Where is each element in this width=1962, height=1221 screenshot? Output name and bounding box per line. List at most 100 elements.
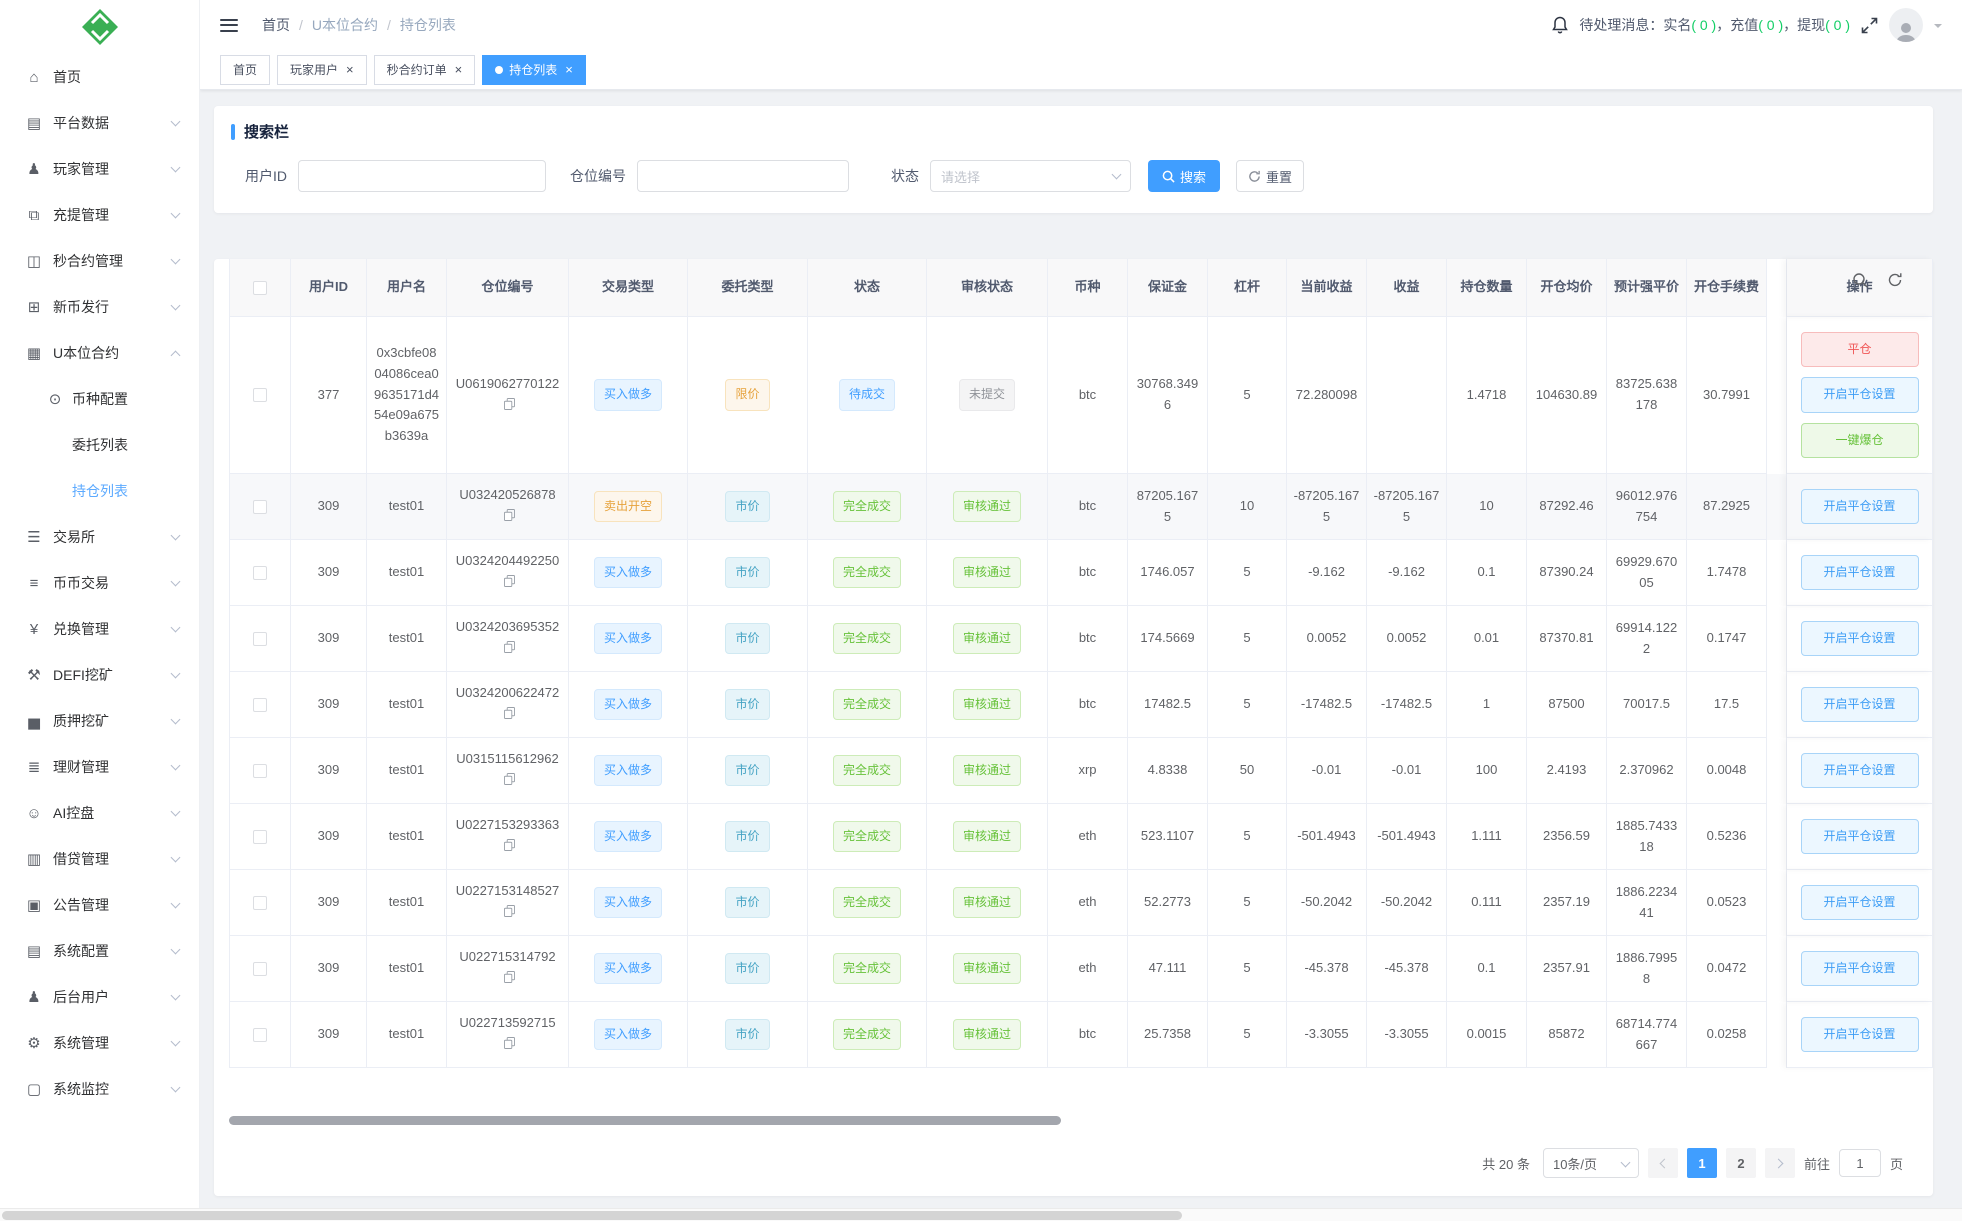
sidebar-item[interactable]: ♟ 后台用户: [0, 974, 199, 1020]
sidebar-item[interactable]: ⧉ 充提管理: [0, 192, 199, 238]
sidebar-item[interactable]: ▤ 系统配置: [0, 928, 199, 974]
sidebar-item[interactable]: ⌂ 首页: [0, 54, 199, 100]
sidebar-item[interactable]: ▣ 公告管理: [0, 882, 199, 928]
sidebar-item[interactable]: ¥ 兑换管理: [0, 606, 199, 652]
goto-page-input[interactable]: [1838, 1149, 1881, 1177]
cell-text: 0.0048: [1706, 762, 1747, 778]
row-checkbox[interactable]: [253, 697, 267, 712]
tab-玩家用户[interactable]: 玩家用户 ×: [277, 54, 367, 85]
tab-close-icon[interactable]: ×: [565, 62, 573, 77]
reset-button[interactable]: 重置: [1236, 160, 1305, 192]
cell-open: 2357.91: [1527, 936, 1607, 1002]
sidebar-item[interactable]: ▦ U本位合约: [0, 330, 199, 376]
search-button[interactable]: 搜索: [1148, 160, 1221, 192]
open-close-settings-button[interactable]: 开启平仓设置: [1800, 620, 1919, 657]
pending-messages: 待处理消息：实名( 0 )，充值( 0 )，提现( 0 ): [1579, 15, 1850, 35]
row-checkbox[interactable]: [253, 895, 267, 910]
user-id-input[interactable]: [298, 160, 546, 192]
page-button-1[interactable]: 1: [1686, 1148, 1717, 1178]
one-key-liquidate-button[interactable]: 一键爆仓: [1800, 422, 1919, 458]
sidebar-subitem[interactable]: ⊙ 币种配置: [0, 376, 199, 422]
tab-持仓列表[interactable]: 持仓列表 ×: [482, 54, 586, 85]
row-checkbox[interactable]: [253, 565, 267, 580]
cell-text: -17482.5: [1380, 696, 1433, 712]
sidebar-item[interactable]: ≣ 理财管理: [0, 744, 199, 790]
sidebar-item[interactable]: ▅ 质押挖矿: [0, 698, 199, 744]
tab-close-icon[interactable]: ×: [454, 62, 463, 77]
open-close-settings-button[interactable]: 开启平仓设置: [1800, 818, 1919, 855]
chevron-down-icon[interactable]: [1934, 24, 1942, 32]
row-checkbox[interactable]: [253, 763, 267, 778]
row-checkbox[interactable]: [253, 388, 267, 402]
copy-icon[interactable]: [503, 639, 515, 660]
copy-icon[interactable]: [503, 771, 515, 792]
copy-icon[interactable]: [503, 837, 515, 858]
column-header-label: 持仓数量: [1460, 279, 1513, 295]
cell-gap: [1767, 738, 1787, 804]
copy-icon[interactable]: [503, 1035, 515, 1056]
cell-fee: 0.0258: [1687, 1002, 1767, 1068]
status-select[interactable]: 请选择: [930, 160, 1131, 192]
cell-gap: [1767, 540, 1787, 606]
sidebar-item[interactable]: ♟ 玩家管理: [0, 146, 199, 192]
sidebar-item[interactable]: ◫ 秒合约管理: [0, 238, 199, 284]
open-close-settings-button[interactable]: 开启平仓设置: [1800, 554, 1919, 591]
cell-lev: 50: [1208, 738, 1287, 804]
close-position-button[interactable]: 平仓: [1800, 332, 1919, 368]
horizontal-scrollbar[interactable]: [229, 1116, 1061, 1125]
table-search-icon[interactable]: [1852, 272, 1868, 288]
collapse-sidebar-button[interactable]: [220, 18, 238, 32]
row-checkbox[interactable]: [253, 1027, 267, 1042]
sidebar-item[interactable]: ⊞ 新币发行: [0, 284, 199, 330]
prev-page-button[interactable]: [1647, 1148, 1678, 1178]
copy-icon[interactable]: [503, 705, 515, 726]
sidebar-item[interactable]: ☺ AI控盘: [0, 790, 199, 836]
sidebar-subitem[interactable]: 委托列表: [0, 422, 199, 468]
avatar[interactable]: [1889, 8, 1923, 42]
open-close-settings-button[interactable]: 开启平仓设置: [1800, 752, 1919, 789]
next-page-button[interactable]: [1764, 1148, 1795, 1178]
row-checkbox[interactable]: [253, 631, 267, 646]
fullscreen-icon[interactable]: [1861, 17, 1878, 34]
tt-badge: 买入做多: [593, 820, 662, 853]
table-refresh-icon[interactable]: [1887, 272, 1903, 288]
column-header-label: 开仓均价: [1540, 279, 1593, 295]
copy-icon[interactable]: [503, 969, 515, 990]
open-close-settings-button[interactable]: 开启平仓设置: [1800, 488, 1919, 525]
sidebar-item[interactable]: ≡ 币币交易: [0, 560, 199, 606]
sidebar-subitem[interactable]: 持仓列表: [0, 468, 199, 514]
row-checkbox[interactable]: [253, 961, 267, 976]
sidebar-item[interactable]: ☰ 交易所: [0, 514, 199, 560]
open-close-settings-button[interactable]: 开启平仓设置: [1800, 377, 1919, 413]
breadcrumb-home[interactable]: 首页: [262, 17, 290, 33]
bell-icon[interactable]: [1552, 16, 1569, 34]
copy-icon[interactable]: [503, 507, 515, 528]
open-close-settings-button[interactable]: 开启平仓设置: [1800, 686, 1919, 723]
open-close-settings-button[interactable]: 开启平仓设置: [1800, 884, 1919, 921]
sidebar-item[interactable]: ⚒ DEFI挖矿: [0, 652, 199, 698]
page-scrollbar-thumb[interactable]: [2, 1211, 1182, 1220]
tab-秒合约订单[interactable]: 秒合约订单 ×: [373, 54, 476, 85]
position-no-input[interactable]: [637, 160, 849, 192]
copy-icon[interactable]: [503, 573, 515, 594]
page-size-select[interactable]: 10条/页: [1542, 1148, 1639, 1178]
cell-ot: 市价: [688, 672, 808, 738]
sidebar-item[interactable]: ⚙ 系统管理: [0, 1020, 199, 1066]
row-checkbox[interactable]: [253, 829, 267, 844]
sidebar-item[interactable]: ▥ 借贷管理: [0, 836, 199, 882]
copy-icon[interactable]: [503, 903, 515, 924]
tab-close-icon[interactable]: ×: [346, 62, 354, 77]
position-number: U022713592715: [453, 1013, 562, 1056]
sidebar-item[interactable]: ▢ 系统监控: [0, 1066, 199, 1112]
cell-gap: [1767, 317, 1787, 474]
open-close-settings-button[interactable]: 开启平仓设置: [1800, 950, 1919, 987]
cell-pos: U0315115612962: [447, 738, 569, 804]
page-button-2[interactable]: 2: [1725, 1148, 1756, 1178]
tab-首页[interactable]: 首页: [220, 54, 271, 85]
select-all-checkbox[interactable]: [253, 280, 267, 295]
row-checkbox[interactable]: [253, 499, 267, 514]
open-close-settings-button[interactable]: 开启平仓设置: [1800, 1016, 1919, 1053]
page-scrollbar-track[interactable]: [0, 1208, 1962, 1221]
sidebar-item[interactable]: ▤ 平台数据: [0, 100, 199, 146]
copy-icon[interactable]: [503, 396, 515, 417]
